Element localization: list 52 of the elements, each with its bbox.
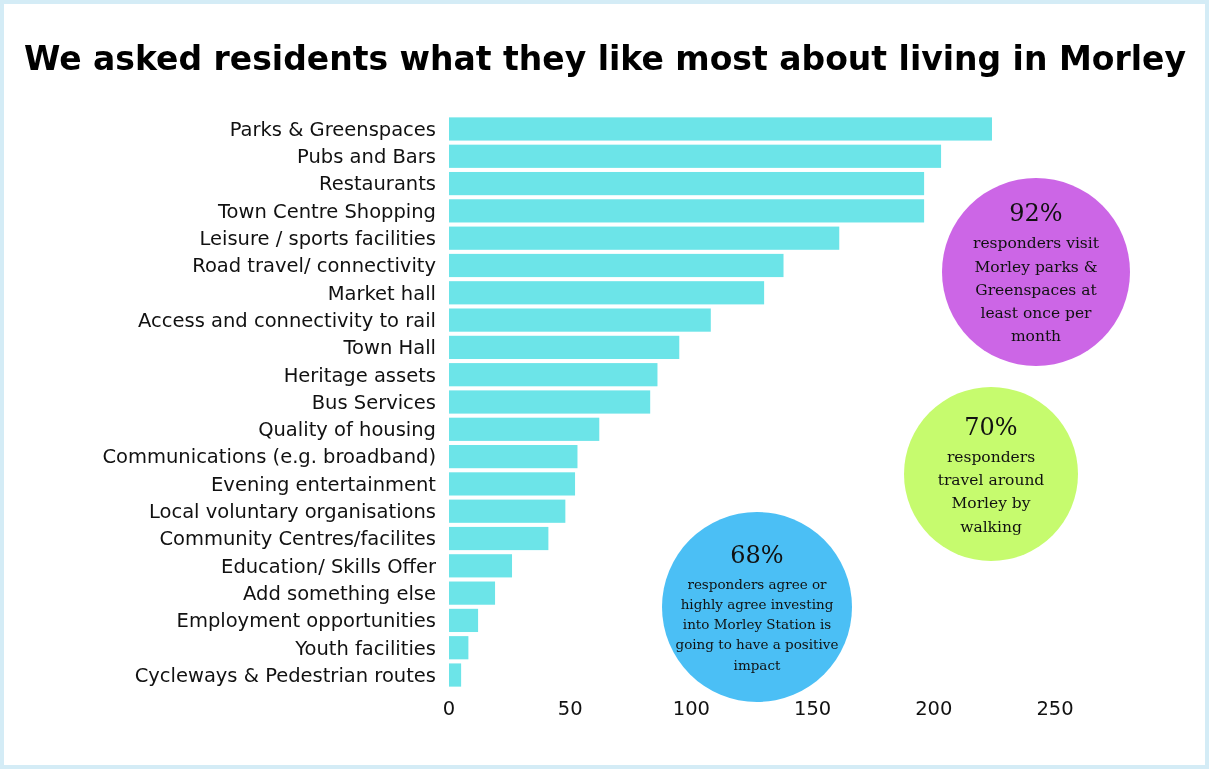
bar — [449, 663, 462, 687]
bar — [449, 445, 578, 469]
y-tick-label: Leisure / sports facilities — [199, 227, 436, 251]
bar — [449, 608, 479, 633]
y-tick-label: Pubs and Bars — [297, 145, 436, 169]
bar — [449, 171, 925, 196]
bar — [449, 226, 840, 250]
bar — [449, 581, 496, 605]
y-tick-label: Add something else — [243, 581, 436, 605]
bar — [449, 199, 925, 223]
y-tick-label: Local voluntary organisations — [148, 500, 436, 524]
y-tick-label: Market hall — [327, 281, 436, 305]
bar — [449, 417, 600, 441]
annotation: 68% responders agree or highly agree investing into Morley Station is going to have a positive impact — [675, 541, 839, 673]
bar — [449, 363, 658, 387]
bar — [449, 636, 469, 660]
x-tick-label: 250 — [1036, 697, 1074, 720]
y-tick-label: Evening entertainment — [211, 472, 437, 496]
bar — [449, 472, 576, 496]
bar — [449, 499, 566, 523]
y-tick-label: Communications (e.g. broadband) — [102, 445, 436, 469]
y-tick-label: Parks & Greenspaces — [229, 117, 436, 141]
bar — [449, 144, 942, 168]
y-tick-label: Restaurants — [319, 172, 436, 196]
x-tick-label: 200 — [915, 697, 953, 720]
y-tick-label: Cycleways & Pedestrian routes — [134, 663, 436, 687]
y-tick-label: Heritage assets — [283, 363, 436, 387]
y-tick-label: Community Centres/facilites — [159, 527, 436, 551]
y-tick-label: Quality of housing — [258, 418, 436, 442]
bar — [449, 308, 711, 332]
y-tick-label: Access and connectivity to rail — [138, 308, 436, 332]
annotation: 70% responders travel around Morley by walking — [937, 412, 1045, 536]
bar — [449, 390, 651, 414]
bar — [449, 526, 549, 551]
bar — [449, 253, 784, 278]
y-tick-label: Town Hall — [342, 336, 436, 360]
y-tick-label: Employment opportunities — [176, 609, 436, 633]
x-tick-label: 50 — [557, 697, 583, 720]
chart-title: We asked residents what they like most about living in Morley — [24, 39, 1186, 78]
x-tick-label: 100 — [672, 697, 711, 720]
y-tick-label: Town Centre Shopping — [216, 199, 436, 223]
annotation: 92% responders visit Morley parks & Greenspaces at least once per month — [972, 198, 1100, 346]
bar — [449, 335, 680, 359]
bar — [449, 281, 765, 305]
y-tick-label: Education/ Skills Offer — [221, 554, 437, 578]
x-tick-label: 150 — [793, 697, 832, 720]
y-tick-label: Road travel/ connectivity — [192, 254, 436, 278]
x-tick-label: 0 — [442, 697, 456, 720]
bar — [449, 117, 992, 141]
y-tick-label: Bus Services — [311, 390, 436, 414]
bar — [449, 554, 513, 578]
y-tick-label: Youth facilities — [294, 636, 436, 660]
